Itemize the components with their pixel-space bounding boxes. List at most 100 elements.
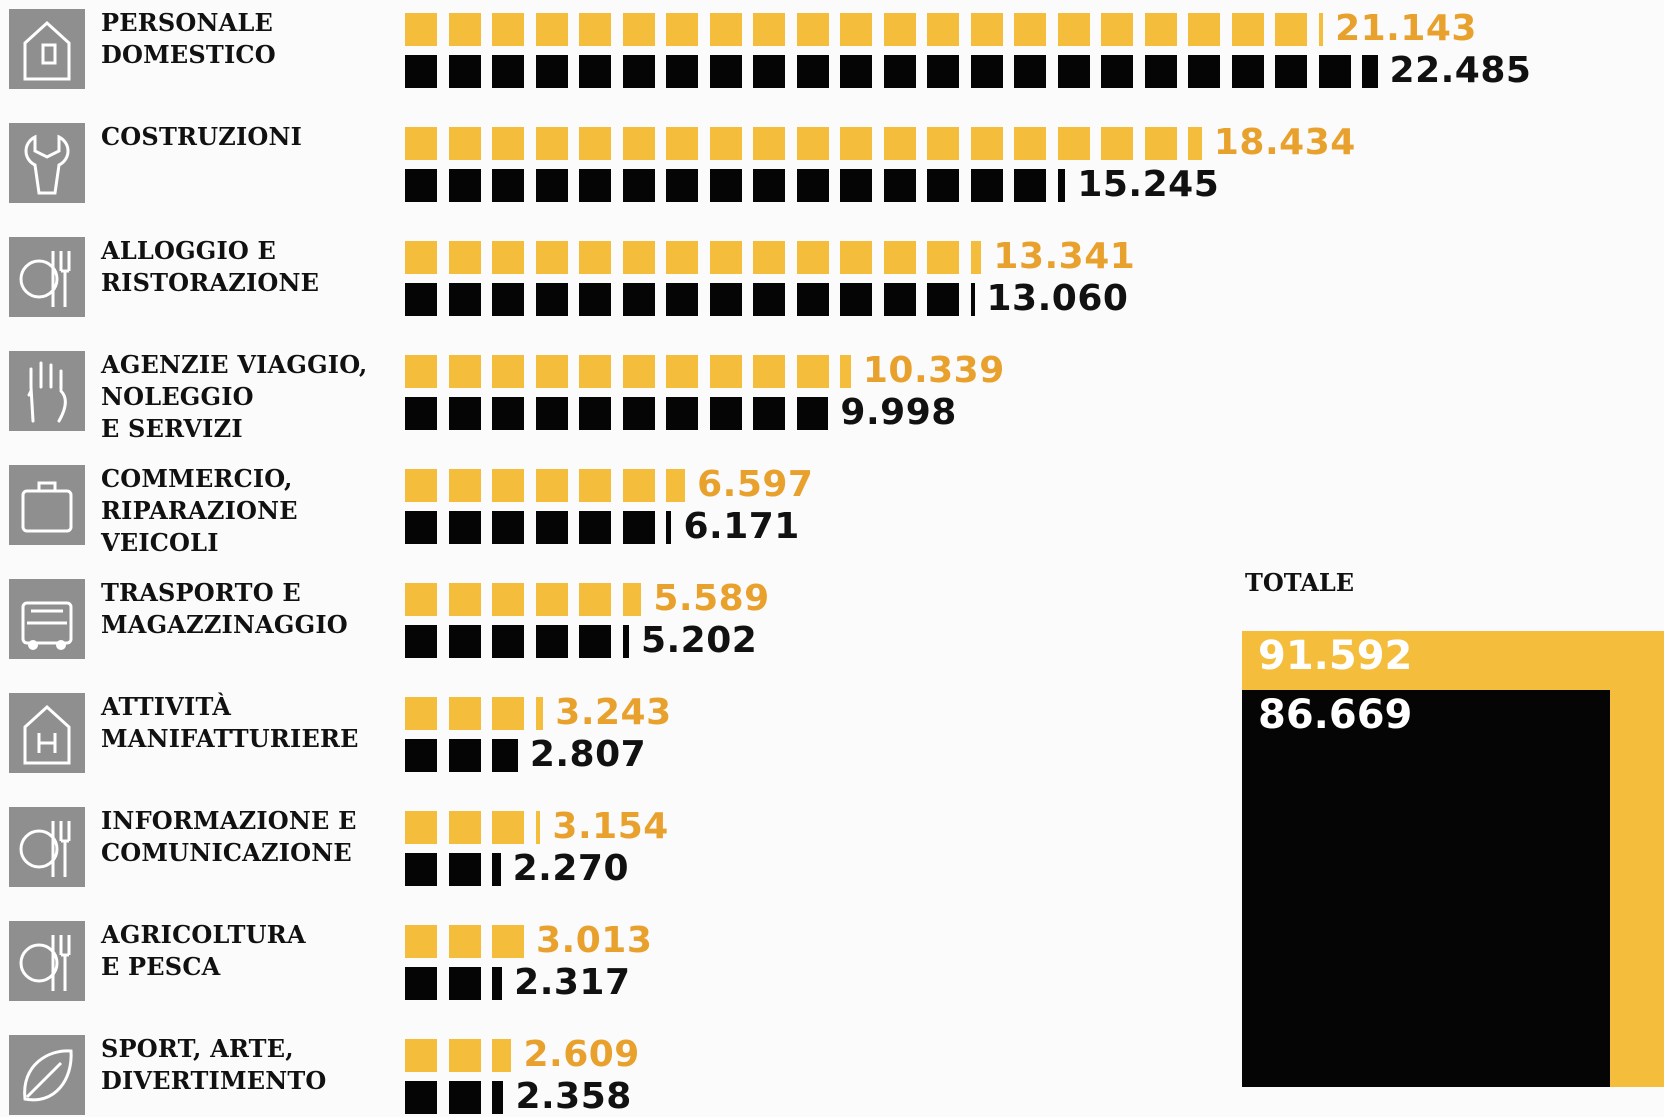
pictogram-bar-chart: PERSONALE DOMESTICO 21.143 22.485 COSTRUZIO… [9, 8, 1664, 1117]
bar-square-series-b [796, 283, 829, 316]
bar-square-series-a [753, 127, 785, 160]
bar-square-series-a [666, 13, 698, 46]
bar-square-series-a [492, 13, 524, 46]
bar-square-series-a [840, 241, 872, 274]
bar-square-series-a [535, 583, 568, 616]
hand-icon [9, 351, 85, 431]
bar-square-series-b [405, 511, 437, 544]
bar-square-series-a [579, 583, 611, 616]
briefcase-icon [9, 465, 85, 545]
bar-square-series-a [753, 241, 785, 274]
bar-square-series-b [883, 283, 916, 316]
total-value-series-b: 86.669 [1258, 692, 1413, 738]
bar-partial-series-a [535, 811, 541, 844]
category-label: AGRICOLTURA E PESCA [101, 920, 306, 981]
bar-partial-series-a [622, 583, 642, 616]
value-label-series-b: 2.807 [529, 734, 647, 775]
bar-square-series-a [927, 13, 959, 46]
bar-partial-series-b [1057, 169, 1066, 202]
bar-square-series-a [405, 355, 437, 388]
bar-square-series-a [535, 127, 568, 160]
bar-square-series-a [448, 469, 481, 502]
bar-square-series-b [535, 55, 568, 88]
bar-square-series-b [448, 169, 481, 202]
bar-square-series-a [840, 127, 872, 160]
plate-cutlery-icon [9, 237, 85, 317]
bar-square-series-b [970, 169, 1003, 202]
bar-square-series-b [1014, 55, 1046, 88]
bar-square-series-b [1188, 55, 1220, 88]
bar-square-series-b [405, 739, 437, 772]
bar-square-series-a [753, 355, 785, 388]
bar-square-series-a [927, 241, 959, 274]
bar-square-series-a [535, 469, 568, 502]
value-label-series-b: 5.202 [640, 620, 758, 661]
total-box-series-b [1242, 690, 1610, 1087]
bar-square-series-a [1014, 127, 1046, 160]
bar-partial-series-b [492, 853, 501, 886]
bar-square-series-a [492, 127, 524, 160]
bar-square-series-b [492, 283, 524, 316]
bar-square-series-a [448, 811, 481, 844]
bar-partial-series-b [796, 397, 829, 430]
bar-square-series-b [492, 55, 524, 88]
category-label: ATTIVITÀ MANIFATTURIERE [101, 692, 359, 753]
bar-square-series-a [405, 469, 437, 502]
bar-square-series-b [535, 397, 568, 430]
bar-square-series-a [666, 241, 698, 274]
bar-square-series-b [709, 397, 742, 430]
value-label-series-a: 2.609 [523, 1034, 640, 1075]
bar-square-series-b [666, 169, 698, 202]
bar-square-series-a [579, 355, 611, 388]
bar-square-series-b [579, 55, 611, 88]
bar-partial-series-b [492, 739, 518, 772]
bar-square-series-b [405, 625, 437, 658]
bar-square-series-b [796, 169, 829, 202]
total-value-series-a: 91.592 [1258, 633, 1413, 679]
bar-square-series-a [405, 1039, 437, 1072]
bar-square-series-b [840, 169, 872, 202]
value-label-series-b: 22.485 [1389, 50, 1532, 91]
bar-square-series-a [405, 583, 437, 616]
bar-square-series-b [622, 169, 655, 202]
bar-square-series-a [622, 127, 655, 160]
bar-square-series-b [927, 169, 959, 202]
bar-square-series-b [1275, 55, 1307, 88]
bar-square-series-b [448, 511, 481, 544]
bar-square-series-a [535, 241, 568, 274]
bar-partial-series-b [492, 1081, 504, 1114]
bar-partial-series-a [535, 697, 544, 730]
bar-square-series-b [1014, 169, 1046, 202]
bar-square-series-a [448, 241, 481, 274]
bar-square-series-b [622, 397, 655, 430]
bar-square-series-b [622, 283, 655, 316]
bar-square-series-a [405, 925, 437, 958]
bar-square-series-b [492, 511, 524, 544]
bar-partial-series-a [666, 469, 686, 502]
value-label-series-b: 15.245 [1077, 164, 1220, 205]
value-label-series-b: 9.998 [840, 392, 957, 433]
value-label-series-b: 6.171 [683, 506, 800, 547]
bar-square-series-a [579, 13, 611, 46]
bar-square-series-b [579, 511, 611, 544]
bar-square-series-a [1057, 13, 1090, 46]
bar-square-series-b [666, 283, 698, 316]
bar-square-series-a [448, 697, 481, 730]
bar-square-series-a [796, 127, 829, 160]
bar-square-series-a [579, 469, 611, 502]
bar-square-series-b [492, 397, 524, 430]
bar-square-series-a [405, 241, 437, 274]
bar-partial-series-a [1318, 13, 1324, 46]
bar-square-series-b [709, 169, 742, 202]
bar-square-series-b [796, 55, 829, 88]
truck-icon [9, 579, 85, 659]
bar-square-series-b [840, 55, 872, 88]
bar-partial-series-a [1188, 127, 1202, 160]
bar-square-series-b [927, 55, 959, 88]
bar-square-series-a [666, 355, 698, 388]
bar-square-series-a [405, 811, 437, 844]
bar-square-series-b [579, 169, 611, 202]
bar-square-series-a [796, 355, 829, 388]
bar-square-series-a [1231, 13, 1264, 46]
bar-square-series-a [448, 583, 481, 616]
